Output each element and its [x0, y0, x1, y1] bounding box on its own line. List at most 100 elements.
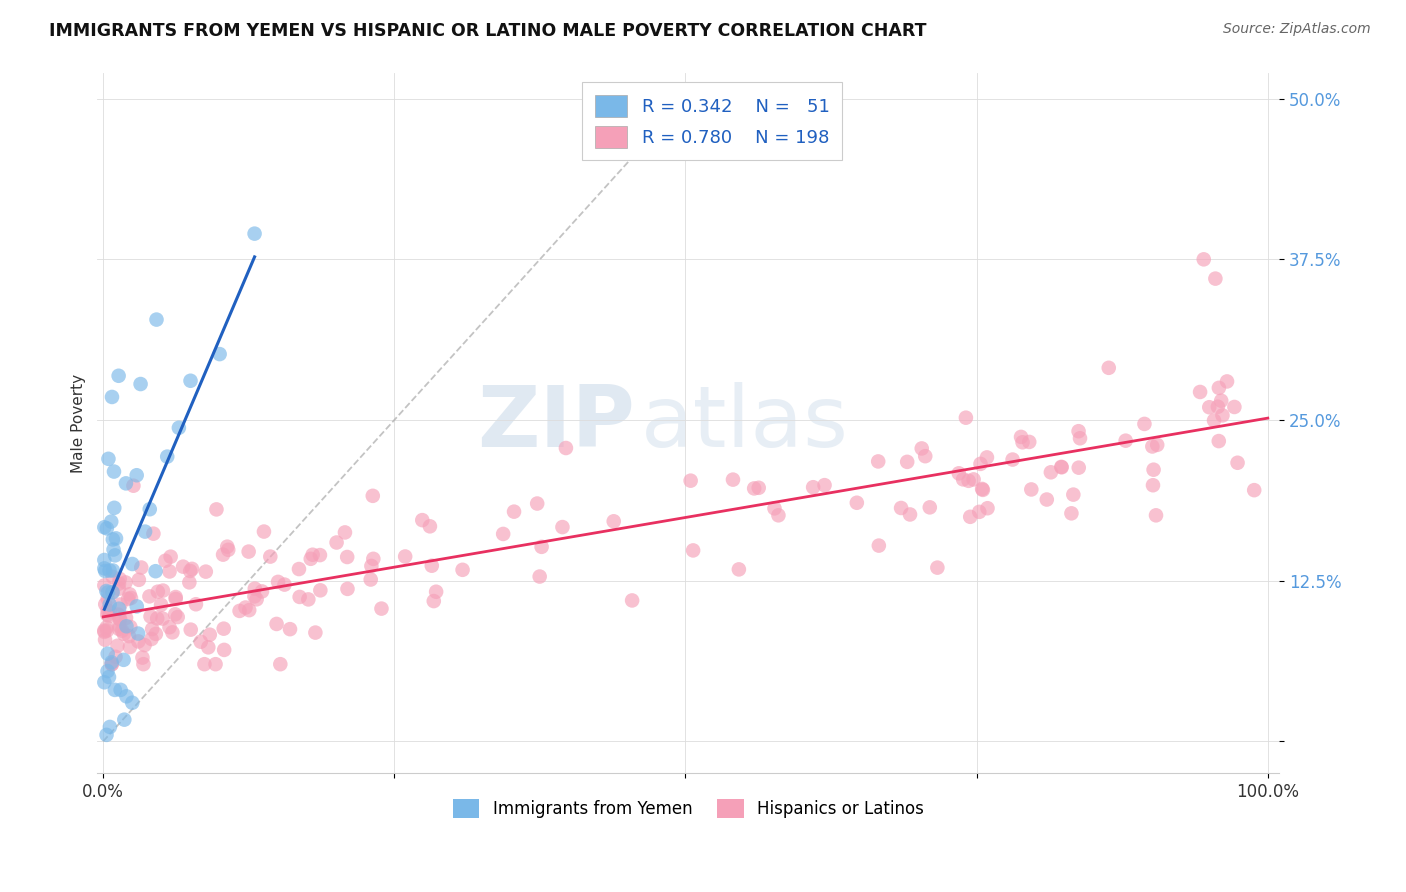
Point — [96, 620, 118, 634]
Point — [108, 572, 131, 586]
Point — [134, 524, 156, 539]
Point — [96, 607, 118, 622]
Legend: Immigrants from Yemen, Hispanics or Latinos: Immigrants from Yemen, Hispanics or Lati… — [446, 792, 931, 824]
Point — [959, 509, 981, 524]
Point — [93, 520, 115, 534]
Point — [1144, 508, 1167, 523]
Point — [197, 640, 219, 655]
Point — [97, 591, 120, 606]
Text: atlas: atlas — [641, 382, 849, 465]
Point — [621, 593, 644, 607]
Point — [101, 657, 124, 672]
Point — [530, 540, 553, 554]
Point — [100, 656, 122, 670]
Point — [159, 620, 181, 634]
Point — [101, 533, 124, 547]
Point — [104, 649, 127, 664]
Point — [370, 601, 392, 615]
Point — [976, 501, 998, 516]
Point — [967, 505, 990, 519]
Point — [212, 548, 235, 562]
Point — [204, 657, 226, 672]
Point — [94, 632, 117, 647]
Point — [112, 653, 135, 667]
Point — [269, 657, 291, 672]
Point — [115, 476, 138, 491]
Point — [309, 583, 332, 598]
Point — [217, 542, 239, 557]
Point — [184, 597, 207, 611]
Point — [115, 611, 138, 625]
Point — [105, 532, 128, 546]
Point — [198, 628, 221, 642]
Point — [139, 609, 162, 624]
Point — [1001, 452, 1024, 467]
Point — [360, 573, 382, 587]
Point — [336, 582, 359, 596]
Point — [492, 527, 515, 541]
Point — [1211, 393, 1233, 408]
Point — [299, 551, 322, 566]
Point — [118, 587, 141, 601]
Point — [107, 368, 129, 383]
Point — [125, 468, 148, 483]
Point — [918, 500, 941, 515]
Point — [138, 590, 160, 604]
Point — [1142, 463, 1164, 477]
Point — [93, 553, 115, 567]
Point — [238, 544, 260, 558]
Point — [1192, 252, 1215, 267]
Point — [118, 629, 141, 643]
Point — [267, 574, 290, 589]
Point — [97, 451, 120, 466]
Point — [93, 624, 115, 638]
Point — [141, 632, 163, 646]
Point — [103, 500, 125, 515]
Point — [1098, 360, 1121, 375]
Point — [969, 457, 991, 471]
Point — [972, 483, 994, 497]
Point — [93, 561, 115, 575]
Point — [104, 682, 127, 697]
Point — [394, 549, 416, 564]
Point — [235, 600, 257, 615]
Text: ZIP: ZIP — [478, 382, 636, 465]
Point — [948, 467, 970, 481]
Point — [955, 410, 977, 425]
Point — [98, 564, 121, 578]
Point — [101, 585, 124, 599]
Text: Source: ZipAtlas.com: Source: ZipAtlas.com — [1223, 22, 1371, 37]
Point — [132, 657, 155, 672]
Point — [679, 474, 702, 488]
Point — [243, 582, 266, 596]
Point — [1067, 460, 1090, 475]
Point — [120, 620, 142, 634]
Point — [297, 592, 319, 607]
Point — [420, 558, 443, 573]
Point — [93, 578, 115, 592]
Point — [141, 622, 163, 636]
Point — [1133, 417, 1156, 431]
Point — [121, 557, 143, 571]
Text: IMMIGRANTS FROM YEMEN VS HISPANIC OR LATINO MALE POVERTY CORRELATION CHART: IMMIGRANTS FROM YEMEN VS HISPANIC OR LAT… — [49, 22, 927, 40]
Point — [768, 508, 790, 523]
Point — [1226, 456, 1249, 470]
Point — [146, 611, 169, 625]
Point — [1050, 460, 1073, 475]
Point — [139, 502, 162, 516]
Point — [145, 564, 167, 578]
Point — [1062, 487, 1084, 501]
Point — [167, 421, 190, 435]
Point — [111, 624, 134, 638]
Point — [152, 611, 174, 625]
Point — [1208, 381, 1230, 395]
Point — [96, 521, 118, 535]
Point — [962, 472, 984, 486]
Point — [150, 598, 173, 612]
Point — [129, 377, 152, 392]
Point — [309, 548, 332, 562]
Point — [952, 472, 974, 486]
Point — [112, 627, 135, 641]
Point — [868, 454, 890, 468]
Point — [845, 496, 868, 510]
